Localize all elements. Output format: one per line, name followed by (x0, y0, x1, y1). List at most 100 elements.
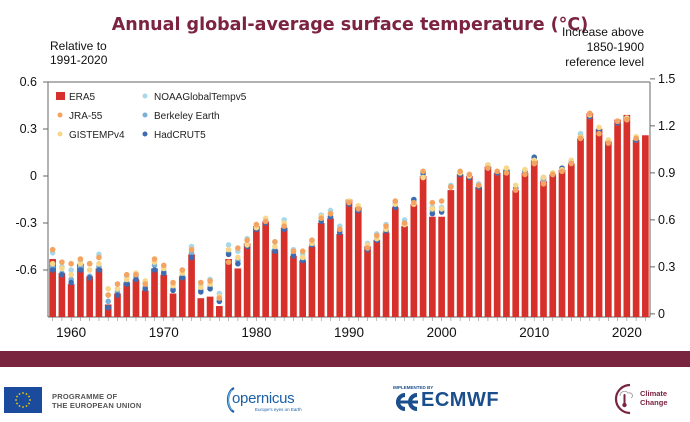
marker-jra-55 (188, 246, 195, 253)
marker-gistempv4 (299, 254, 306, 261)
era5-bar (178, 276, 186, 317)
marker-gistempv4 (429, 206, 436, 212)
marker-hadcrut5 (179, 275, 186, 281)
era5-bar (540, 180, 547, 317)
marker-jra-55 (68, 260, 74, 267)
era5-bar (391, 207, 399, 317)
era5-bar (253, 226, 260, 317)
marker-jra-55 (411, 199, 417, 206)
era5-bar (530, 160, 538, 317)
ecmwf-logo-icon (396, 393, 418, 411)
marker-gistempv4 (596, 124, 602, 131)
marker-jra-55 (244, 237, 250, 244)
era5-bar (141, 290, 149, 317)
era5-bar (382, 232, 390, 317)
marker-jra-55 (151, 256, 158, 262)
era5-bar (345, 199, 353, 317)
era5-bar (577, 138, 584, 317)
marker-gistempv4 (123, 276, 130, 283)
marker-jra-55 (531, 160, 538, 167)
marker-jra-55 (522, 171, 528, 178)
ecmwf-wordmark: ECMWF (421, 389, 500, 411)
era5-bar (123, 282, 131, 317)
marker-jra-55 (327, 210, 334, 217)
legend: ERA5 JRA-55 GISTEMPv4 NOAAGlobalTempv5 Berke… (56, 92, 247, 141)
era5-bar (216, 306, 223, 317)
left-tick-label: 0 (30, 169, 37, 183)
left-tick-label: 0.3 (20, 122, 37, 136)
marker-jra-55 (568, 160, 575, 167)
marker-jra-55 (577, 135, 584, 142)
x-tick-label: 2010 (519, 325, 549, 340)
era5-bar (373, 240, 381, 317)
era5-bar (327, 218, 334, 317)
marker-hadcrut5 (429, 210, 436, 217)
left-axis: 0.6 0.3 0 -0.3 -0.6 (15, 75, 48, 277)
era5-bar (160, 274, 168, 317)
climate-text-line2: Change (640, 398, 668, 407)
marker-jra-55 (179, 267, 186, 273)
x-tick-label: 1960 (56, 325, 86, 340)
marker-hadcrut5 (188, 254, 195, 261)
marker-hadcrut5 (96, 267, 102, 273)
legend-marker-jra-55 (57, 112, 63, 118)
marker-gistempv4 (49, 260, 56, 267)
legend-label: Berkeley Earth (154, 111, 220, 122)
marker-jra-55 (318, 215, 325, 222)
marker-jra-55 (503, 170, 510, 176)
marker-jra-55 (133, 271, 139, 278)
era5-bar (188, 254, 195, 317)
marker-jra-55 (383, 223, 389, 229)
x-tick-label: 1970 (149, 325, 179, 340)
marker-hadcrut5 (160, 270, 167, 276)
left-tick-label: 0.6 (20, 75, 37, 89)
eu-text-line2: THE EUROPEAN UNION (52, 401, 142, 410)
marker-hadcrut5 (105, 304, 111, 311)
legend-marker-noaaglobaltempv5 (142, 93, 148, 99)
marker-gistempv4 (420, 174, 426, 181)
eu-flag-icon (4, 387, 42, 413)
marker-gistempv4 (512, 182, 519, 189)
marker-jra-55 (475, 182, 482, 189)
right-axis: 1.5 1.2 0.9 0.6 0.3 0 (650, 72, 675, 321)
marker-gistempv4 (272, 243, 278, 250)
era5-bar (401, 226, 408, 317)
legend-label: HadCRUT5 (154, 130, 206, 141)
marker-gistempv4 (503, 165, 510, 171)
x-tick-label: 2000 (427, 325, 457, 340)
marker-jra-55 (160, 262, 167, 269)
right-tick-label: 0.3 (658, 260, 675, 274)
marker-hadcrut5 (133, 276, 139, 283)
era5-bar (456, 174, 464, 317)
marker-gistempv4 (105, 286, 111, 292)
legend-label: NOAAGlobalTempv5 (154, 92, 247, 103)
marker-jra-55 (559, 168, 565, 175)
marker-gistempv4 (225, 246, 232, 253)
left-axis-note-line2: 1991-2020 (50, 53, 108, 67)
dataset-markers (49, 110, 639, 311)
left-tick-label: -0.3 (15, 216, 37, 230)
legend-label: JRA-55 (69, 111, 103, 122)
marker-jra-55 (596, 130, 602, 137)
era5-bar (447, 190, 455, 317)
marker-jra-55 (346, 199, 352, 206)
right-axis-note-line1: Increase above (562, 25, 644, 39)
marker-jra-55 (281, 223, 287, 229)
era5-bar (438, 216, 445, 317)
right-tick-label: 0.6 (658, 213, 675, 227)
era5-bar (336, 233, 344, 317)
era5-bar (95, 268, 103, 317)
era5-bar (642, 135, 649, 317)
chart-title: Annual global-average surface temperatur… (112, 15, 589, 35)
era5-bar (595, 129, 603, 317)
x-tick-label: 1980 (241, 325, 271, 340)
marker-jra-55 (540, 181, 547, 187)
footer-band (0, 351, 690, 367)
marker-jra-55 (392, 198, 399, 204)
era5-bar (197, 298, 205, 317)
marker-jra-55 (96, 254, 102, 261)
marker-jra-55 (86, 260, 93, 267)
marker-gistempv4 (244, 242, 250, 248)
marker-hadcrut5 (114, 292, 121, 298)
legend-label: ERA5 (69, 92, 96, 103)
